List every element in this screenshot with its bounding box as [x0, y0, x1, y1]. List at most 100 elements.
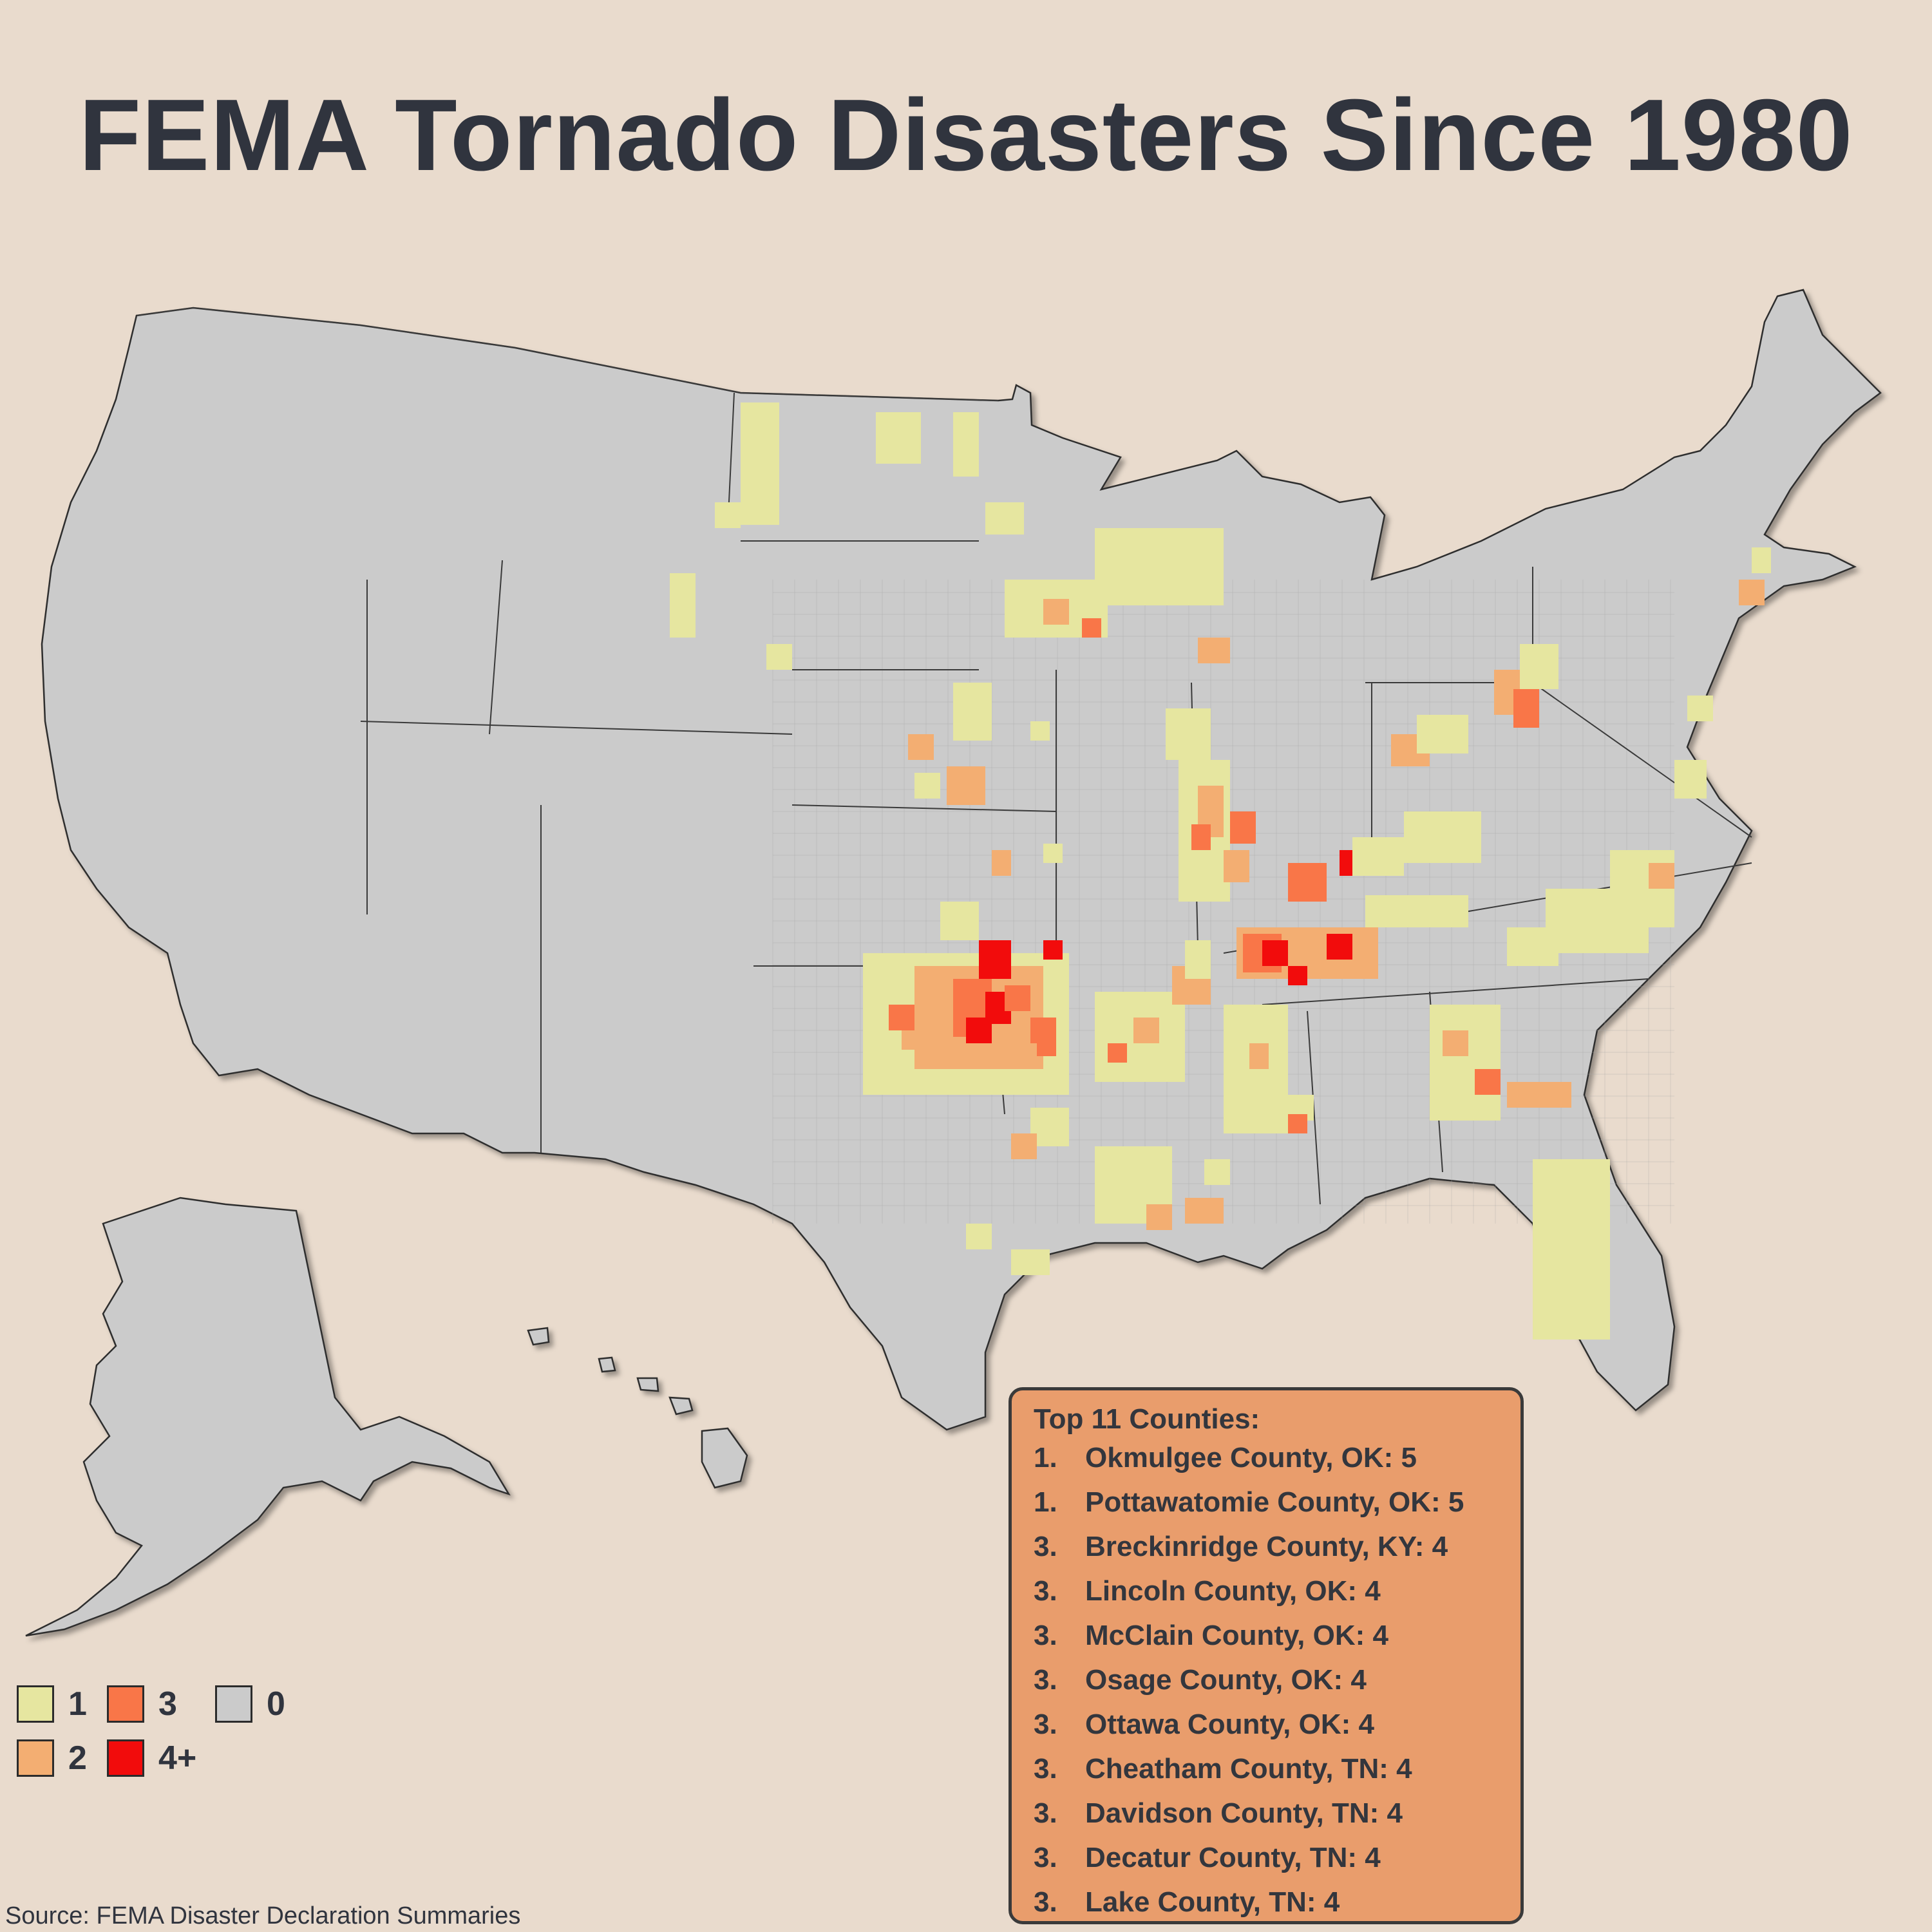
top-county-name: Cheatham County, TN: 4 — [1085, 1752, 1412, 1785]
county-shade — [1404, 811, 1481, 863]
county-shade — [1513, 689, 1539, 728]
top-county-name: Breckinridge County, KY: 4 — [1085, 1530, 1448, 1562]
county-shade — [1507, 927, 1558, 966]
county-shade — [953, 412, 979, 477]
hawaii-niihau — [527, 1327, 550, 1346]
top-county-rank: 1. — [1034, 1486, 1057, 1518]
legend-label: 2 — [68, 1739, 87, 1777]
top-county-rank: 3. — [1034, 1619, 1057, 1651]
county-shade — [1146, 1204, 1172, 1230]
county-shade — [908, 734, 934, 760]
top-county-row: 3. Decatur County, TN: 4 — [1034, 1835, 1501, 1880]
top-county-row: 3. Lincoln County, OK: 4 — [1034, 1569, 1501, 1613]
legend: 1 3 0 2 4+ — [17, 1685, 285, 1794]
county-shade — [1224, 850, 1249, 882]
county-shade — [1430, 1005, 1501, 1121]
legend-swatch — [17, 1685, 54, 1723]
top-counties-list: 1. Okmulgee County, OK: 5 1. Pottawatomie C… — [1034, 1435, 1501, 1924]
county-shade — [979, 940, 1011, 979]
county-shade — [715, 502, 741, 528]
top-county-rank: 3. — [1034, 1841, 1057, 1873]
top-county-name: Davidson County, TN: 4 — [1085, 1797, 1403, 1829]
county-shade — [1687, 696, 1713, 721]
county-shade — [1043, 599, 1069, 625]
county-shade — [902, 1030, 927, 1050]
legend-label: 4+ — [158, 1739, 197, 1777]
county-shade — [1005, 1043, 1037, 1069]
county-shade — [947, 766, 985, 805]
county-shade — [1674, 760, 1707, 799]
top-counties-title: Top 11 Counties: — [1034, 1403, 1260, 1435]
map-title: FEMA Tornado Disasters Since 1980 — [79, 79, 1853, 192]
top-county-rank: 3. — [1034, 1663, 1057, 1696]
county-shade — [953, 683, 992, 741]
county-shade — [1507, 1082, 1571, 1108]
county-shade — [914, 773, 940, 799]
top-county-rank: 3. — [1034, 1886, 1057, 1918]
county-shade — [1249, 1043, 1269, 1069]
county-shade — [1133, 1018, 1159, 1043]
hawaii-big-island — [701, 1427, 748, 1489]
county-shade — [766, 644, 792, 670]
county-shade — [1327, 934, 1352, 960]
top-county-name: Ottawa County, OK: 4 — [1085, 1708, 1374, 1740]
legend-label: 1 — [68, 1685, 87, 1723]
county-shade — [1752, 547, 1771, 573]
top-county-rank: 3. — [1034, 1575, 1057, 1607]
county-shade — [1095, 528, 1224, 605]
legend-label: 0 — [267, 1685, 285, 1723]
county-shade — [1082, 618, 1101, 638]
top-county-name: Osage County, OK: 4 — [1085, 1663, 1367, 1696]
county-shade — [966, 1018, 992, 1043]
county-shade — [1191, 824, 1211, 850]
legend-swatch — [17, 1739, 54, 1777]
county-shade — [1288, 1114, 1307, 1133]
legend-item-0: 0 — [215, 1685, 285, 1723]
county-shade — [1185, 940, 1211, 979]
county-shade — [1365, 895, 1468, 927]
top-county-name: Decatur County, TN: 4 — [1085, 1841, 1381, 1873]
top-county-name: Pottawatomie County, OK: 5 — [1085, 1486, 1464, 1518]
county-shade — [992, 850, 1011, 876]
legend-swatch — [107, 1685, 144, 1723]
alaska — [25, 1197, 511, 1637]
top-counties-box: Top 11 Counties: 1. Okmulgee County, OK: … — [1009, 1387, 1524, 1924]
county-shade — [1649, 863, 1674, 889]
county-shade — [1739, 580, 1765, 605]
top-county-row: 3. Osage County, OK: 4 — [1034, 1658, 1501, 1702]
county-shade — [889, 1005, 914, 1030]
county-shade — [1204, 1159, 1230, 1185]
hawaii-maui — [668, 1396, 694, 1416]
top-county-rank: 3. — [1034, 1797, 1057, 1829]
county-shade — [1520, 644, 1558, 689]
top-county-name: Lincoln County, OK: 4 — [1085, 1575, 1381, 1607]
county-shade — [1417, 715, 1468, 753]
legend-item-4-plus: 4+ — [107, 1739, 196, 1777]
hawaii-oahu — [636, 1377, 659, 1392]
county-shade — [1443, 1030, 1468, 1056]
top-county-row: 3. Davidson County, TN: 4 — [1034, 1791, 1501, 1835]
legend-label: 3 — [158, 1685, 177, 1723]
legend-item-1: 1 — [17, 1685, 87, 1723]
county-shade — [1166, 708, 1211, 760]
county-shade — [1011, 1133, 1037, 1159]
top-county-row: 3. Cheatham County, TN: 4 — [1034, 1747, 1501, 1791]
county-shade — [1011, 1249, 1050, 1275]
county-shade — [940, 902, 979, 940]
county-shade — [1005, 985, 1030, 1011]
county-shade — [1288, 863, 1327, 902]
top-county-row: 1. Pottawatomie County, OK: 5 — [1034, 1480, 1501, 1524]
county-shade — [1352, 837, 1404, 876]
county-shade — [1288, 966, 1307, 985]
county-shade — [1185, 1198, 1224, 1224]
top-county-row: 1. Okmulgee County, OK: 5 — [1034, 1435, 1501, 1480]
county-shade — [1198, 638, 1230, 663]
county-shade — [1558, 1224, 1610, 1327]
top-county-row: 3. Ottawa County, OK: 4 — [1034, 1702, 1501, 1747]
county-shade — [1475, 1069, 1501, 1095]
legend-swatch — [107, 1739, 144, 1777]
legend-item-3: 3 — [107, 1685, 177, 1723]
legend-swatch — [215, 1685, 252, 1723]
county-shade — [1108, 1043, 1127, 1063]
